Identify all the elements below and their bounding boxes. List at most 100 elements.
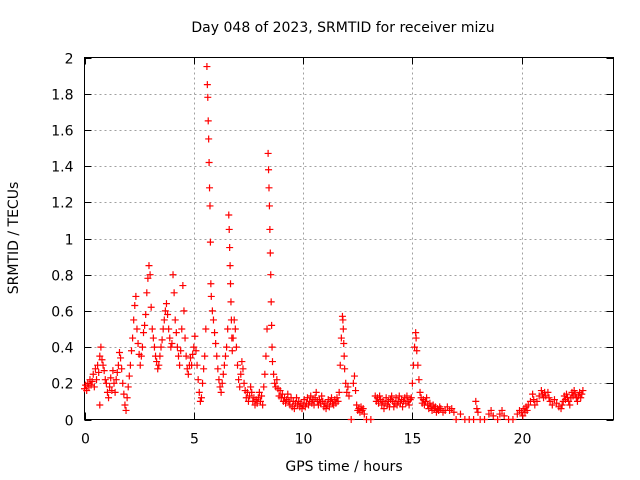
data-point (203, 81, 211, 89)
data-point (336, 361, 344, 369)
data-point (349, 379, 357, 387)
data-point (260, 383, 268, 391)
y-tick-label: 1.8 (51, 88, 73, 104)
data-point (141, 321, 149, 329)
data-point (197, 394, 205, 402)
data-point (390, 403, 398, 411)
data-point (239, 365, 247, 373)
data-point (122, 406, 130, 414)
data-point (456, 410, 464, 418)
data-point (174, 352, 182, 360)
data-point (88, 377, 96, 385)
data-point (335, 388, 343, 396)
data-point (345, 392, 353, 400)
data-point (256, 397, 264, 405)
data-point (203, 63, 211, 71)
data-point (147, 303, 155, 311)
grid (84, 57, 614, 420)
data-point (578, 390, 586, 398)
data-point (125, 372, 133, 380)
data-point (333, 394, 341, 402)
data-point (227, 298, 235, 306)
data-point (199, 379, 207, 387)
data-point (334, 397, 342, 405)
data-point (182, 352, 190, 360)
data-point (171, 316, 179, 324)
data-point (95, 368, 103, 376)
data-point (146, 271, 154, 279)
data-point (531, 401, 539, 409)
data-point (407, 394, 415, 402)
data-point (109, 367, 117, 375)
data-point (195, 388, 203, 396)
data-point (119, 379, 127, 387)
data-point (221, 352, 229, 360)
data-point (236, 383, 244, 391)
data-point (472, 397, 480, 405)
data-point (268, 358, 276, 366)
data-point (131, 301, 139, 309)
data-point (98, 356, 106, 364)
data-point (267, 271, 275, 279)
data-point (189, 350, 197, 358)
data-point (415, 376, 423, 384)
data-point (341, 365, 349, 373)
data-point (179, 282, 187, 290)
data-point (148, 325, 156, 333)
data-point (261, 370, 269, 378)
x-tick-labels: 0 5 10 15 20 (81, 432, 531, 448)
data-point (117, 354, 125, 362)
data-point (190, 343, 198, 351)
axis-ticks (84, 57, 614, 421)
data-point (414, 361, 422, 369)
data-point (211, 329, 219, 337)
data-point (166, 334, 174, 342)
data-point (318, 392, 326, 400)
data-point (448, 405, 456, 413)
data-point (205, 158, 213, 166)
data-point (259, 401, 267, 409)
data-point (347, 416, 355, 423)
data-point (219, 370, 227, 378)
data-point (262, 352, 270, 360)
data-point (183, 365, 191, 373)
data-point (138, 343, 146, 351)
data-point (123, 394, 131, 402)
data-point (359, 405, 367, 413)
data-point (200, 365, 208, 373)
data-point (423, 394, 431, 402)
data-point (265, 166, 273, 174)
data-point (112, 376, 120, 384)
data-point (206, 202, 214, 210)
data-point (165, 325, 173, 333)
data-point (217, 388, 225, 396)
data-point (553, 399, 561, 407)
data-point (544, 388, 552, 396)
data-point (255, 388, 263, 396)
y-tick-label: 1.2 (51, 196, 73, 212)
data-point (206, 184, 214, 192)
data-point (184, 370, 192, 378)
data-point (235, 376, 243, 384)
data-point (90, 383, 98, 391)
data-point (343, 388, 351, 396)
data-point (132, 292, 140, 300)
data-point (134, 339, 142, 347)
data-point (238, 358, 246, 366)
data-point (509, 416, 517, 423)
data-point (149, 334, 157, 342)
data-point (376, 392, 384, 400)
data-point (168, 339, 176, 347)
data-point (129, 334, 137, 342)
data-point (178, 325, 186, 333)
data-point (450, 408, 458, 416)
data-point (140, 329, 148, 337)
data-points (81, 63, 587, 423)
data-point (226, 244, 234, 252)
data-point (218, 379, 226, 387)
data-point (232, 343, 240, 351)
data-point (229, 334, 237, 342)
data-point (533, 397, 541, 405)
data-point (124, 383, 132, 391)
data-point (573, 397, 581, 405)
